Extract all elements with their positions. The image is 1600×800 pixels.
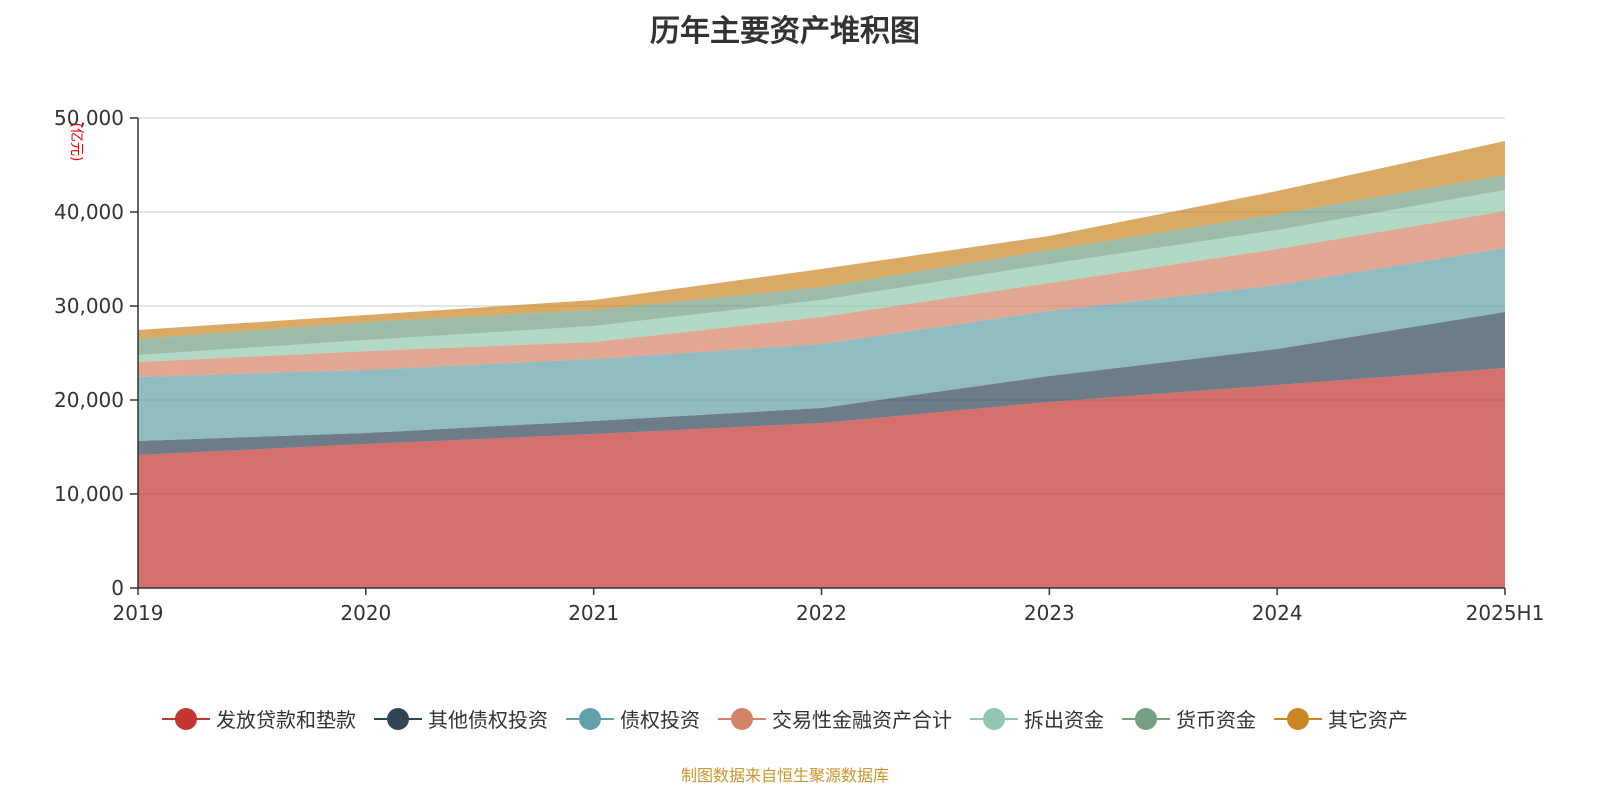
y-tick-label: 30,000 (54, 294, 124, 318)
legend-label: 拆出资金 (1024, 708, 1104, 732)
legend-marker-icon (374, 707, 422, 731)
legend-item[interactable]: 发放贷款和垫款 (162, 704, 356, 733)
legend-marker-icon (970, 707, 1018, 731)
legend-item[interactable]: 其它资产 (1274, 704, 1408, 733)
stacked-area-chart: 0 10,000 20,000 30,000 40,000 50,000 2019 2020 2… (54, 106, 1545, 625)
y-tick-label: 20,000 (54, 388, 124, 412)
legend-item[interactable]: 债权投资 (566, 704, 700, 733)
legend-item[interactable]: 拆出资金 (970, 704, 1104, 733)
legend-label: 其他债权投资 (428, 708, 548, 732)
area-series-5 (138, 174, 1505, 355)
y-tick-label: 50,000 (54, 106, 124, 130)
x-tick-label: 2025H1 (1466, 601, 1545, 625)
area-series-3 (138, 210, 1505, 377)
x-tick-label: 2021 (568, 601, 619, 625)
y-axis-unit-label: (亿元) (68, 123, 84, 162)
legend-item[interactable]: 货币资金 (1122, 704, 1256, 733)
x-tick-label: 2019 (113, 601, 164, 625)
legend-marker-icon (566, 707, 614, 731)
x-tick-label: 2024 (1252, 601, 1303, 625)
legend-label: 交易性金融资产合计 (772, 708, 952, 732)
x-tick-label: 2022 (796, 601, 847, 625)
source-note: 制图数据来自恒生聚源数据库 (680, 766, 889, 785)
legend: 发放贷款和垫款 其他债权投资 债权投资 交易性金融资产合计 拆出资金 货币资金 其它资产 (0, 704, 1570, 733)
area-series-2 (138, 248, 1505, 441)
x-tick-label: 2023 (1024, 601, 1075, 625)
area-series-0 (138, 368, 1505, 588)
legend-label: 债权投资 (620, 708, 700, 732)
legend-marker-icon (1274, 707, 1322, 731)
x-tick-label: 2020 (340, 601, 391, 625)
legend-marker-icon (718, 707, 766, 731)
legend-marker-icon (1122, 707, 1170, 731)
legend-label: 货币资金 (1176, 708, 1256, 732)
legend-item[interactable]: 交易性金融资产合计 (718, 704, 952, 733)
y-tick-label: 0 (111, 576, 124, 600)
legend-marker-icon (162, 707, 210, 731)
legend-item[interactable]: 其他债权投资 (374, 704, 548, 733)
legend-label: 其它资产 (1328, 708, 1408, 732)
y-tick-label: 10,000 (54, 482, 124, 506)
y-tick-label: 40,000 (54, 200, 124, 224)
legend-label: 发放贷款和垫款 (216, 708, 356, 732)
area-series-1 (138, 312, 1505, 455)
chart-title: 历年主要资产堆积图 (650, 14, 920, 49)
